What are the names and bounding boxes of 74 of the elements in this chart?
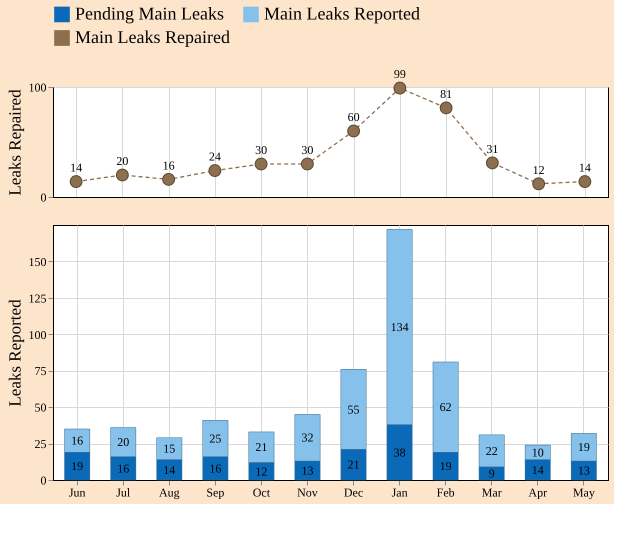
- data-label: 9: [488, 466, 495, 480]
- point: [208, 164, 222, 178]
- data-label: 38: [394, 445, 406, 460]
- x-tick-label: Jun: [68, 486, 86, 500]
- y-tick-label: 100: [28, 80, 46, 94]
- data-label: 32: [301, 430, 314, 445]
- point: [578, 175, 592, 188]
- y-tick-label: 75: [34, 364, 46, 378]
- data-label: 30: [255, 143, 268, 157]
- y-axis-title: Leaks Reported: [6, 298, 24, 407]
- y-tick-label: 0: [40, 190, 46, 204]
- data-label: 55: [348, 402, 360, 416]
- data-label: 12: [255, 464, 268, 478]
- point: [70, 175, 83, 188]
- data-label: 16: [162, 158, 175, 172]
- legend-label: Main Leaks Repaired: [75, 27, 230, 47]
- data-label: 14: [70, 160, 82, 175]
- y-tick-label: 100: [28, 328, 46, 342]
- data-label: 19: [440, 459, 452, 474]
- x-tick-label: Jul: [116, 486, 131, 500]
- data-label: 62: [440, 400, 452, 414]
- point: [116, 168, 129, 182]
- y-axis-title: Leaks Repaired: [6, 88, 24, 196]
- data-label: 13: [578, 464, 590, 478]
- data-label: 31: [486, 142, 498, 156]
- data-label: 10: [532, 445, 544, 460]
- data-label: 19: [71, 459, 84, 474]
- point: [162, 172, 176, 186]
- data-label: 22: [486, 444, 498, 458]
- x-tick-label: Oct: [252, 486, 271, 500]
- y-tick-label: 50: [34, 400, 46, 415]
- point: [254, 158, 268, 170]
- x-tick-label: Nov: [297, 486, 318, 500]
- y-tick-label: 125: [28, 291, 46, 306]
- x-tick-label: Sep: [206, 486, 224, 500]
- data-label: 19: [578, 440, 590, 454]
- data-label: 60: [348, 110, 360, 124]
- data-label: 20: [116, 154, 128, 168]
- x-tick-label: May: [572, 486, 595, 500]
- x-tick-label: Mar: [482, 486, 502, 500]
- point: [440, 101, 453, 114]
- y-tick-label: 0: [40, 474, 46, 488]
- point: [300, 158, 314, 170]
- data-label: 30: [301, 143, 314, 157]
- data-label: 16: [117, 461, 130, 476]
- point: [532, 177, 546, 190]
- data-label: 99: [394, 67, 406, 82]
- x-tick-label: Jan: [392, 486, 408, 500]
- data-label: 20: [117, 435, 130, 450]
- data-label: 24: [208, 150, 221, 164]
- data-label: 21: [348, 458, 360, 472]
- data-label: 16: [71, 434, 84, 448]
- data-label: 81: [440, 86, 452, 101]
- legend-label: Pending Main Leaks: [75, 3, 224, 24]
- data-label: 21: [255, 440, 268, 454]
- y-tick-label: 25: [34, 437, 46, 452]
- legend-label: Main Leaks Reported: [264, 3, 420, 24]
- y-tick-label: 150: [28, 254, 46, 269]
- x-tick-label: Apr: [528, 486, 548, 500]
- data-label: 16: [209, 461, 222, 476]
- data-label: 12: [532, 162, 545, 177]
- data-label: 14: [532, 462, 544, 477]
- x-tick-label: Dec: [344, 486, 364, 500]
- data-label: 13: [301, 464, 314, 478]
- data-label: 14: [163, 462, 176, 477]
- x-tick-label: Feb: [436, 486, 455, 500]
- data-label: 15: [163, 442, 176, 456]
- x-tick-label: Aug: [158, 486, 180, 500]
- data-label: 14: [578, 160, 591, 175]
- point: [347, 124, 360, 138]
- point: [486, 156, 499, 170]
- data-label: 25: [209, 431, 222, 446]
- point: [393, 82, 406, 95]
- data-label: 134: [390, 320, 409, 334]
